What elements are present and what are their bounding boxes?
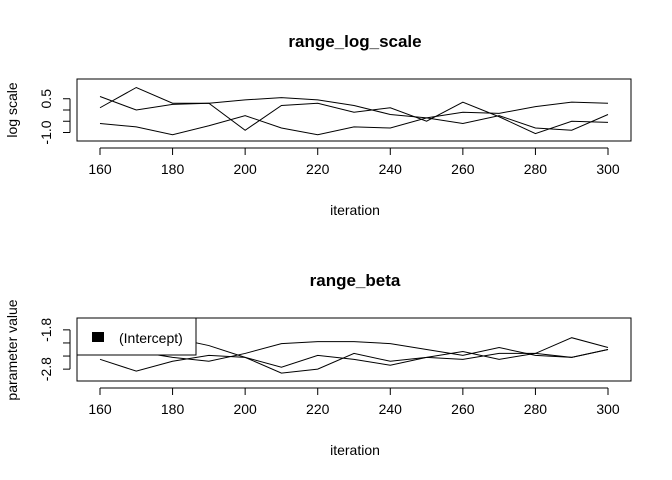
x-axis-label: iteration [330,202,380,218]
x-tick-label: 160 [88,401,112,417]
x-tick-label: 260 [451,161,475,177]
y-axis: -2.8 -1.8 [38,318,71,381]
series-line-1 [99,96,609,135]
series-line-3 [99,114,609,136]
y-tick-label: -1.8 [38,318,54,342]
x-tick-label: 300 [596,401,620,417]
panel-range-log-scale: range_log_scale 160 180 200 220 240 260 280 300… [4,32,632,218]
legend-label: (Intercept) [119,330,183,346]
y-axis: -1.0 0.5 [38,89,71,145]
y-axis-label: parameter value [4,299,20,400]
legend-swatch [92,332,104,342]
y-tick-label: -1.0 [38,120,54,144]
chart-title: range_beta [310,271,401,290]
x-tick-label: 260 [451,401,475,417]
series-group [99,86,609,136]
x-tick-label: 160 [88,161,112,177]
x-axis-label: iteration [330,442,380,458]
x-tick-label: 280 [524,401,548,417]
panel-range-beta: range_beta 160 180 200 220 240 260 280 300 -2.8… [4,271,632,458]
x-tick-label: 200 [233,401,257,417]
series-line-3 [99,337,609,372]
x-axis: 160 180 200 220 240 260 280 300 [88,147,620,177]
x-tick-label: 240 [379,161,403,177]
legend-box [76,317,197,356]
x-tick-label: 180 [161,161,185,177]
x-tick-label: 180 [161,401,185,417]
x-axis: 160 180 200 220 240 260 280 300 [88,387,620,417]
chart-title: range_log_scale [288,32,421,51]
y-tick-label: -2.8 [38,357,54,381]
x-tick-label: 200 [233,161,257,177]
x-tick-label: 280 [524,161,548,177]
x-tick-label: 220 [306,401,330,417]
series-line-2 [99,86,609,119]
series-line-2 [99,341,609,362]
plot-frame [76,78,632,142]
x-tick-label: 220 [306,161,330,177]
y-axis-label: log scale [4,82,20,137]
x-tick-label: 300 [596,161,620,177]
y-tick-label: 0.5 [38,89,54,109]
x-tick-label: 240 [379,401,403,417]
legend: (Intercept) [76,317,197,356]
